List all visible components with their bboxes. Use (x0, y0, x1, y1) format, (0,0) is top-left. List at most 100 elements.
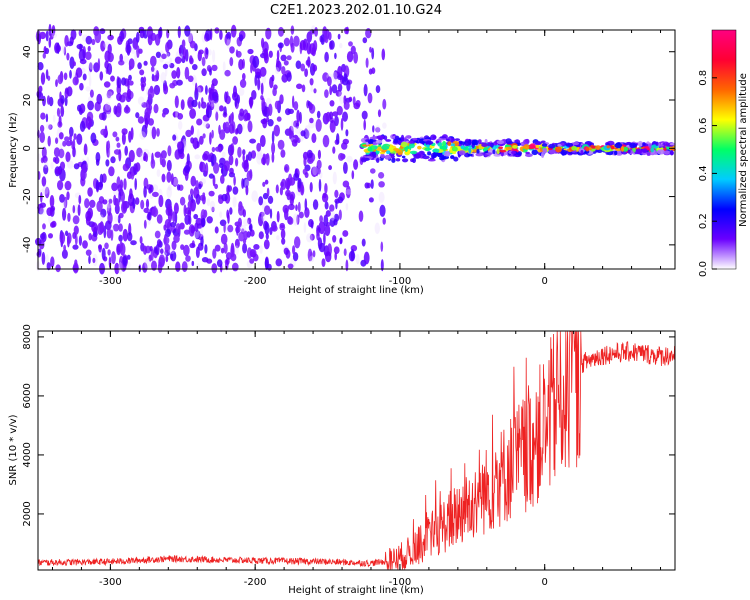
heatmap-cell (438, 154, 445, 158)
heatmap-cell (368, 139, 375, 143)
heatmap-cell (378, 181, 385, 188)
heatmap-cell (143, 177, 149, 189)
heatmap-cell (401, 155, 406, 159)
heatmap-cell (63, 46, 67, 56)
heatmap-cell (300, 63, 306, 72)
heatmap-cell (276, 116, 282, 122)
heatmap-cell (127, 38, 133, 45)
heatmap-cell (232, 262, 239, 272)
heatmap-cell (467, 153, 473, 157)
heatmap-cell (88, 74, 92, 87)
heatmap-cell (392, 158, 396, 161)
heatmap-cell (181, 39, 186, 48)
heatmap-cell (86, 156, 90, 169)
heatmap-cell (371, 151, 377, 156)
heatmap-cell (218, 124, 221, 135)
heatmap-cell (302, 38, 308, 51)
heatmap-cell (92, 257, 96, 264)
heatmap-cell (66, 160, 74, 169)
heatmap-cell (271, 152, 275, 163)
heatmap-cell (173, 234, 180, 243)
heatmap-cell (165, 255, 169, 263)
heatmap-cell (337, 33, 341, 40)
heatmap-cell (211, 206, 215, 213)
y-tick-label: 40 (22, 45, 33, 58)
heatmap-cell (55, 79, 58, 87)
heatmap-cell (437, 142, 443, 147)
heatmap-cell (169, 221, 177, 228)
heatmap-cell (339, 96, 344, 105)
heatmap-cell (165, 67, 168, 77)
heatmap-cell (367, 92, 373, 104)
heatmap-cell (111, 182, 118, 192)
heatmap-cell (89, 199, 96, 208)
heatmap-cell (300, 184, 305, 196)
heatmap-cell (222, 61, 226, 72)
heatmap-cell (641, 148, 648, 153)
heatmap-cell (167, 145, 172, 157)
heatmap-cell (658, 144, 664, 147)
heatmap-cell (154, 230, 161, 239)
colorbar-ticks: 0.0 0.2 0.4 0.6 0.8 (698, 70, 717, 277)
heatmap-cell (365, 28, 372, 39)
heatmap-cell (294, 236, 301, 249)
heatmap-cell (316, 110, 321, 119)
heatmap-cell (116, 92, 122, 102)
heatmap-cell (283, 37, 290, 47)
heatmap-cell (395, 158, 401, 162)
heatmap-cell (100, 208, 107, 218)
heatmap-cell (110, 156, 116, 164)
heatmap-cell (40, 112, 46, 120)
heatmap-cell (88, 62, 94, 70)
heatmap-cell (235, 226, 241, 234)
heatmap-cell (40, 72, 46, 85)
heatmap-cell (285, 108, 291, 116)
heatmap-cell (99, 173, 104, 185)
heatmap-cell (615, 150, 623, 156)
heatmap-cell (85, 249, 92, 256)
heatmap-cell (266, 187, 270, 197)
heatmap-cell (183, 244, 190, 257)
heatmap-cell (242, 73, 246, 81)
heatmap-cell (139, 236, 143, 244)
heatmap-cell (165, 228, 171, 238)
heatmap-cell (188, 194, 191, 202)
heatmap-cell (94, 30, 102, 44)
heatmap-cell (178, 47, 182, 54)
heatmap-cell (103, 81, 111, 88)
heatmap-cell (498, 146, 503, 150)
heatmap-cell (242, 154, 245, 162)
heatmap-cell (368, 197, 374, 203)
heatmap-cell (128, 65, 132, 71)
heatmap-cell (486, 143, 492, 147)
heatmap-cell (79, 82, 84, 91)
heatmap-cell (142, 262, 148, 273)
heatmap-cell (325, 251, 332, 263)
heatmap-cell (236, 94, 240, 104)
heatmap-cell (242, 123, 245, 130)
heatmap-cell (403, 137, 407, 142)
colorbar-label: Normalized spectral amplitude (738, 73, 749, 227)
heatmap-cell (262, 118, 268, 129)
heatmap-cell (205, 123, 210, 129)
heatmap-cell (91, 38, 96, 46)
heatmap-cell (525, 153, 533, 158)
heatmap-cell (177, 25, 181, 39)
heatmap-cell (171, 70, 177, 79)
heatmap-cell (245, 185, 249, 196)
heatmap-cell (72, 61, 76, 67)
heatmap-cell (55, 137, 59, 144)
snr-frame (37, 330, 676, 571)
heatmap-cell (42, 52, 46, 59)
heatmap-cell (329, 85, 333, 96)
heatmap-cell (253, 253, 259, 262)
heatmap-cell (211, 263, 218, 274)
heatmap-cell (426, 144, 430, 148)
heatmap-cell (516, 151, 523, 156)
heatmap-cell (338, 152, 345, 161)
heatmap-cell (309, 182, 313, 193)
heatmap-cell (205, 85, 208, 95)
heatmap-cell (165, 42, 170, 53)
heatmap-cell (281, 73, 289, 83)
heatmap-cell (230, 24, 237, 38)
